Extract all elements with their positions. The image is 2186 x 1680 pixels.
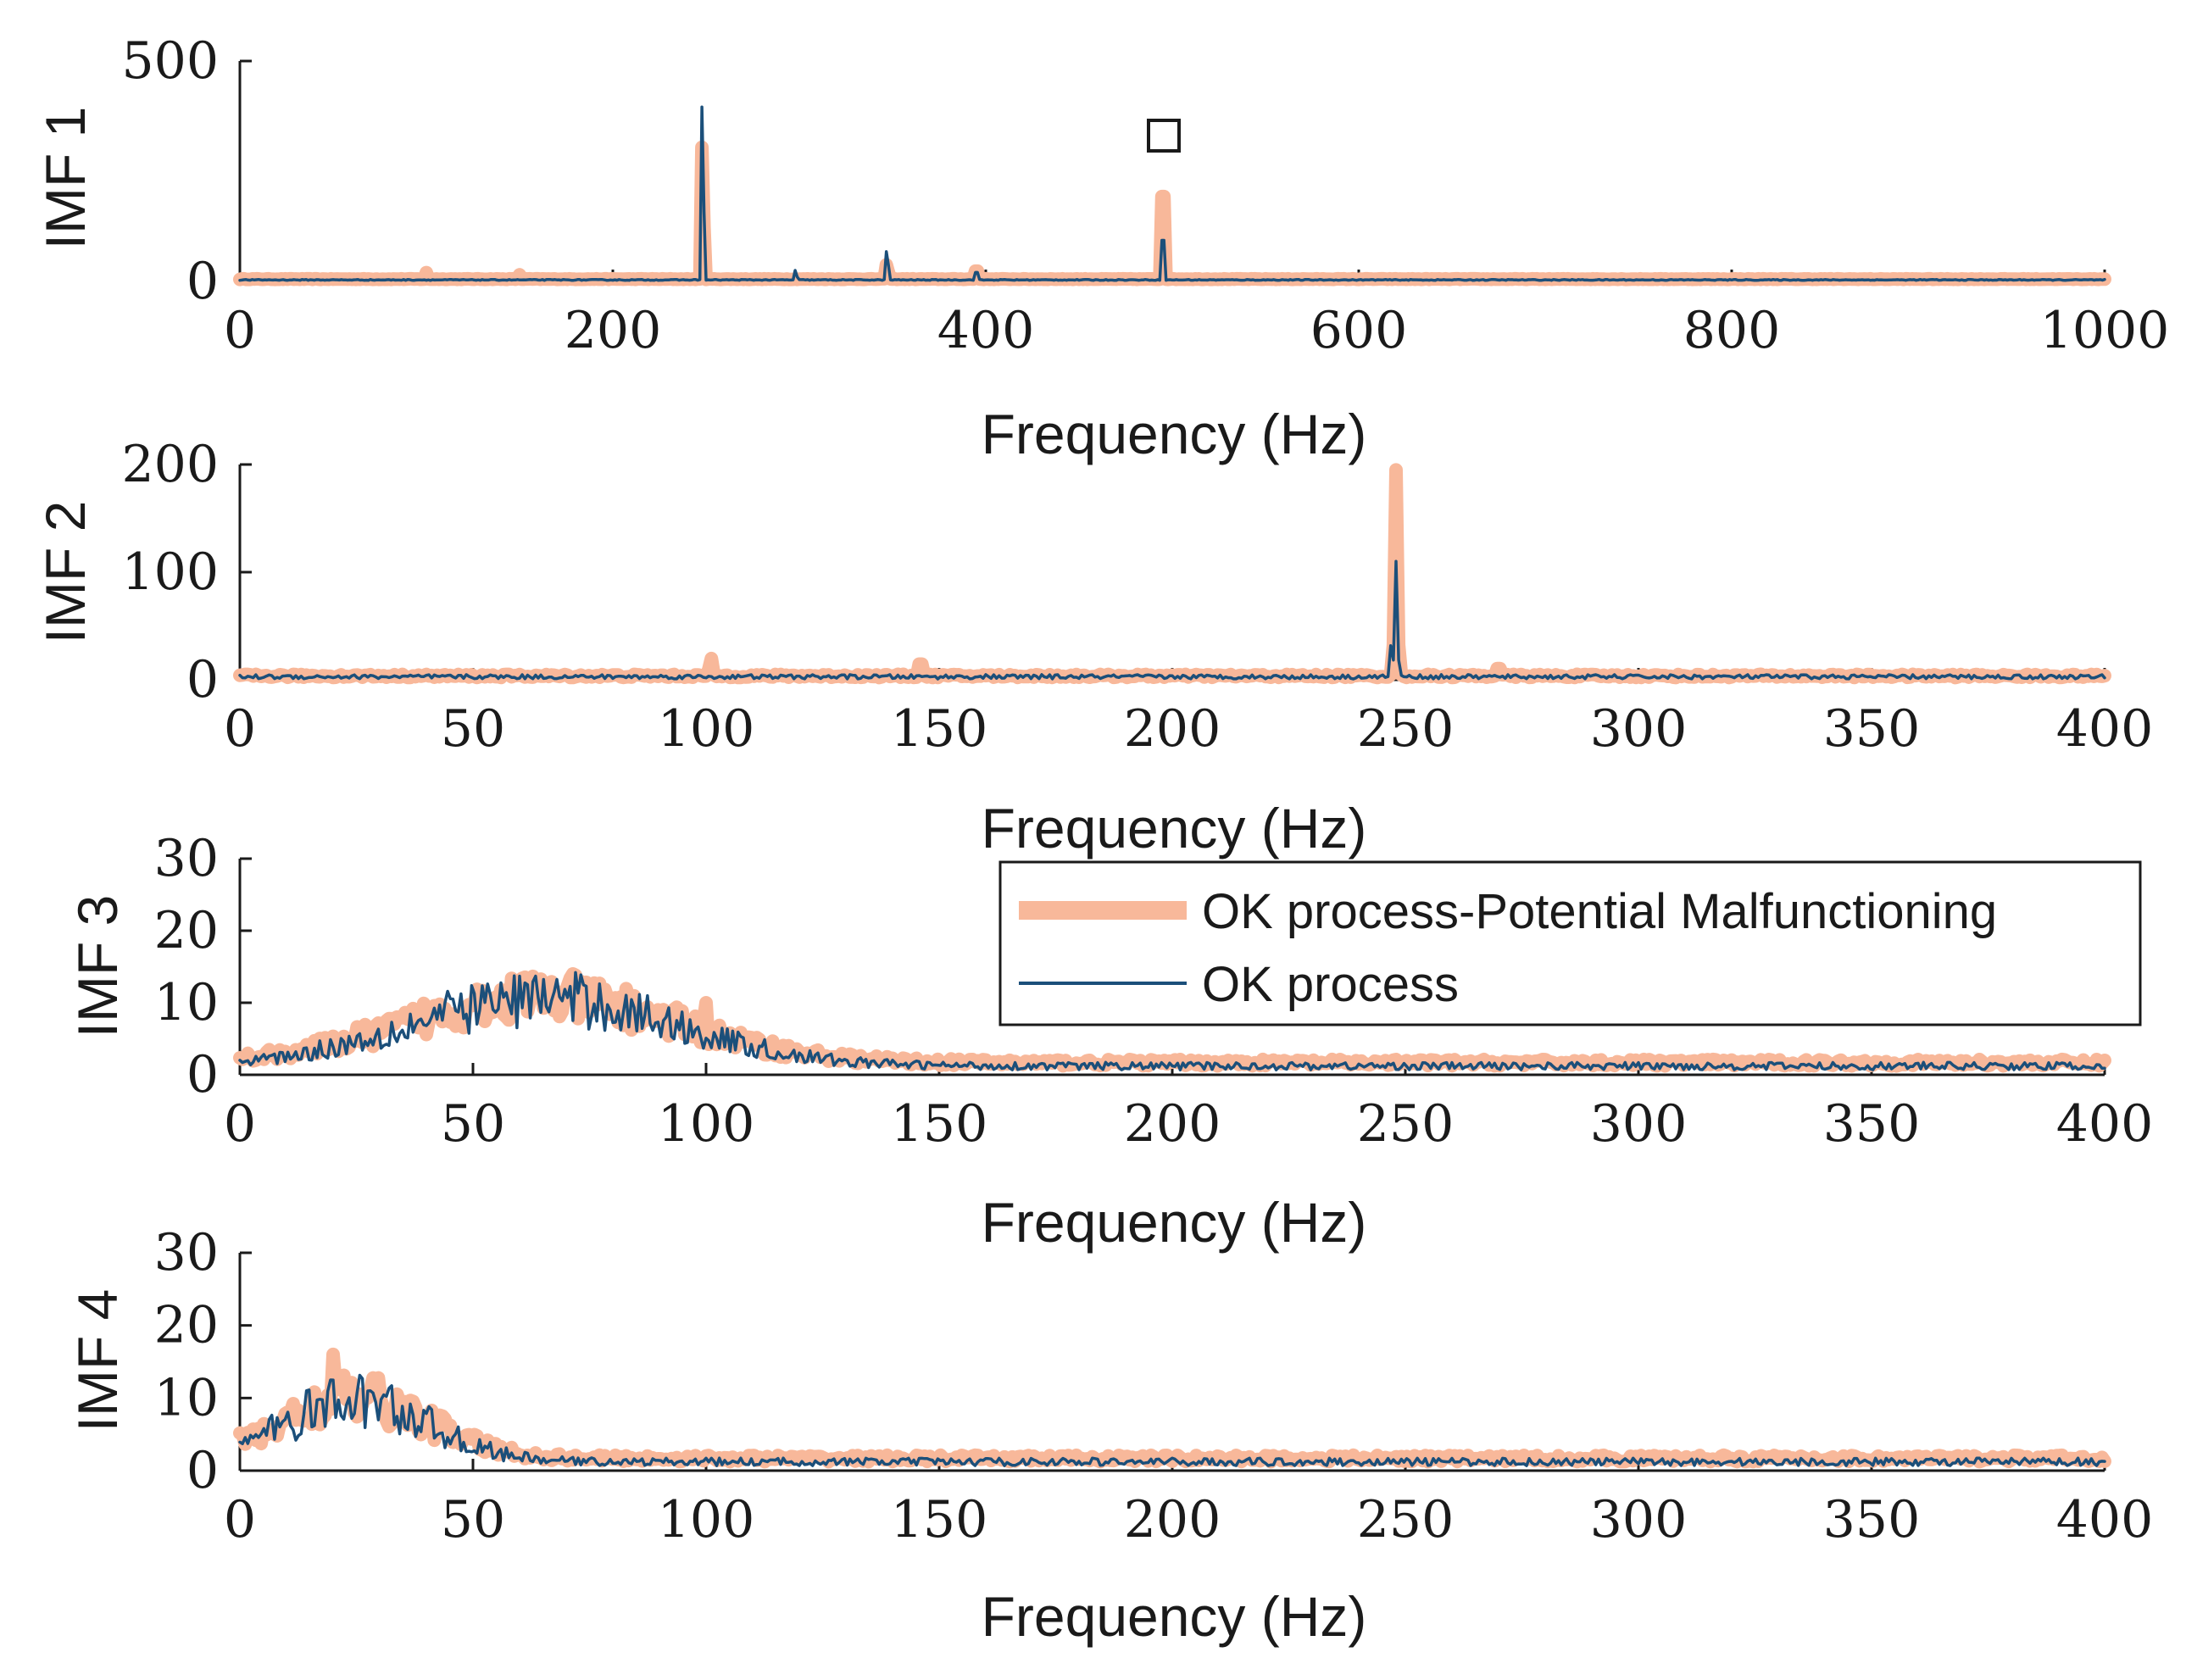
y-tick-label: 100 — [121, 542, 219, 602]
series-malfunctioning-line — [233, 463, 2111, 685]
imf1-annotation-square — [1147, 119, 1181, 153]
imf4-xlabel: Frequency (Hz) — [982, 1585, 1367, 1648]
imf2-panel: IMF 2 Frequency (Hz) 0 50 100 150 200 250 300 3… — [34, 435, 2153, 859]
x-tick-label: 50 — [441, 699, 505, 759]
series-ok-line — [238, 1373, 2106, 1467]
imf3-ylabel: IMF 3 — [66, 895, 129, 1038]
x-tick-label: 150 — [891, 699, 988, 759]
legend-label-navy: OK process — [1202, 957, 1459, 1012]
x-tick-label: 0 — [224, 301, 256, 360]
x-tick-label: 300 — [1590, 1094, 1688, 1154]
y-tick-label: 0 — [186, 252, 219, 311]
y-tick-label: 30 — [154, 829, 219, 888]
y-tick-label: 20 — [154, 1296, 219, 1355]
x-tick-label: 200 — [1124, 1094, 1221, 1154]
x-tick-label: 800 — [1683, 301, 1781, 360]
legend: OK process-Potential Malfunctioning OK p… — [998, 860, 2142, 1026]
series-malfunctioning-line — [233, 1347, 2111, 1469]
legend-label-salmon: OK process-Potential Malfunctioning — [1202, 884, 1997, 939]
x-tick-label: 200 — [565, 301, 662, 360]
y-tick-label: 500 — [121, 31, 219, 91]
legend-box — [998, 860, 2142, 1026]
x-tick-label: 350 — [1823, 1490, 1921, 1549]
y-tick-label: 30 — [154, 1223, 219, 1282]
series-ok-line — [238, 559, 2106, 681]
imf4-panel: IMF 4 Frequency (Hz) 0 50 100 150 200 250 300 3… — [66, 1223, 2153, 1648]
x-tick-label: 0 — [224, 699, 256, 759]
imf1-ylabel: IMF 1 — [34, 107, 97, 250]
x-tick-label: 100 — [658, 1094, 755, 1154]
imf3-xlabel: Frequency (Hz) — [982, 1191, 1367, 1254]
x-tick-label: 0 — [224, 1490, 256, 1549]
x-tick-label: 400 — [2056, 1490, 2154, 1549]
x-tick-label: 200 — [1124, 699, 1221, 759]
y-tick-label: 0 — [186, 650, 219, 709]
y-tick-label: 200 — [121, 435, 219, 494]
series-malfunctioning-line — [233, 140, 2111, 286]
x-tick-label: 100 — [658, 699, 755, 759]
imf2-ylabel: IMF 2 — [34, 501, 97, 644]
y-tick-label: 10 — [154, 973, 219, 1032]
x-tick-label: 0 — [224, 1094, 256, 1154]
x-tick-label: 250 — [1357, 1490, 1455, 1549]
x-tick-label: 400 — [2056, 1094, 2154, 1154]
x-tick-label: 350 — [1823, 1094, 1921, 1154]
x-tick-label: 600 — [1310, 301, 1408, 360]
x-tick-label: 100 — [658, 1490, 755, 1549]
x-tick-label: 400 — [937, 301, 1035, 360]
x-tick-label: 150 — [891, 1094, 988, 1154]
series-ok-line — [238, 971, 2106, 1071]
series-malfunctioning-line — [233, 967, 2111, 1073]
y-tick-label: 10 — [154, 1368, 219, 1427]
imf3-panel: IMF 3 Frequency (Hz) 0 50 100 150 200 250 300 3… — [66, 829, 2153, 1254]
x-tick-label: 250 — [1357, 699, 1455, 759]
x-tick-label: 150 — [891, 1490, 988, 1549]
imf1-panel: IMF 1 Frequency (Hz) 0 200 400 600 800 1000 0 5… — [34, 31, 2169, 465]
x-tick-label: 300 — [1590, 699, 1688, 759]
imf4-ylabel: IMF 4 — [66, 1289, 129, 1432]
y-tick-label: 0 — [186, 1045, 219, 1104]
y-tick-label: 0 — [186, 1441, 219, 1500]
x-tick-label: 200 — [1124, 1490, 1221, 1549]
imf1-xlabel: Frequency (Hz) — [982, 403, 1367, 465]
x-tick-label: 300 — [1590, 1490, 1688, 1549]
imf2-xlabel: Frequency (Hz) — [982, 797, 1367, 859]
x-tick-label: 400 — [2056, 699, 2154, 759]
x-tick-label: 350 — [1823, 699, 1921, 759]
x-tick-label: 50 — [441, 1490, 505, 1549]
y-tick-label: 20 — [154, 901, 219, 960]
series-ok-line — [238, 105, 2106, 282]
x-tick-label: 1000 — [2040, 301, 2170, 360]
x-tick-label: 50 — [441, 1094, 505, 1154]
x-tick-label: 250 — [1357, 1094, 1455, 1154]
